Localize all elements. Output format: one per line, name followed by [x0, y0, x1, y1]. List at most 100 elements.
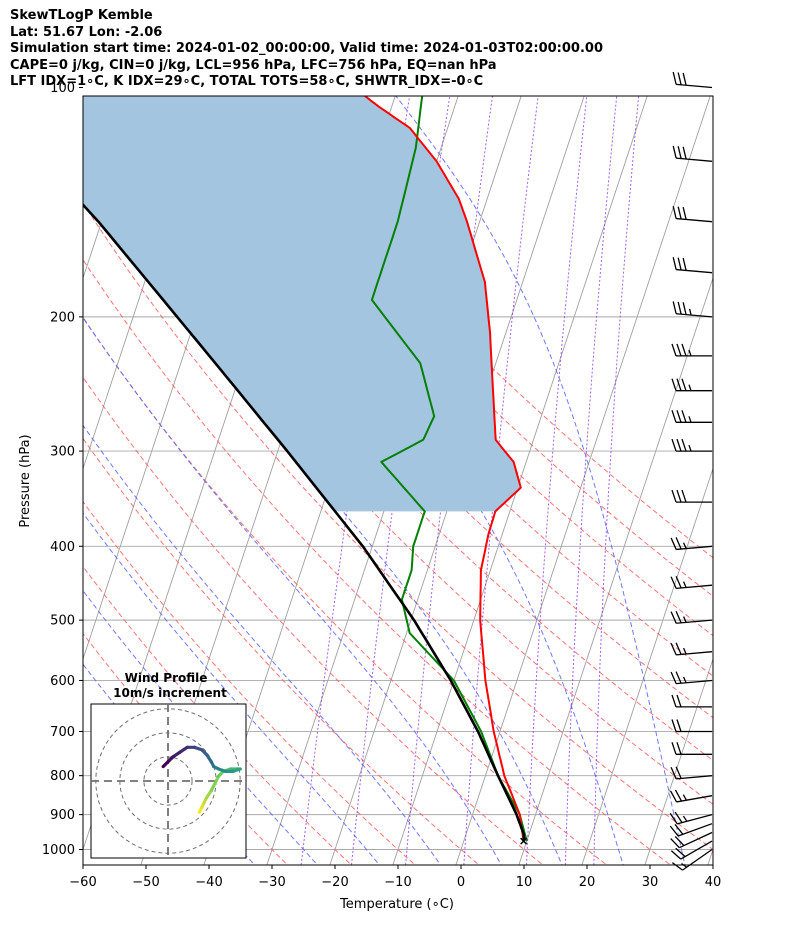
- barb-feather: [674, 811, 683, 823]
- x-tick-label: −10: [384, 875, 411, 890]
- moist-adiabat: [395, 96, 686, 865]
- barb-feather: [672, 301, 677, 314]
- barb-feather: [669, 790, 678, 803]
- barb-shaft: [677, 813, 713, 825]
- y-tick-label: 100: [50, 81, 75, 96]
- barb-half-feather: [682, 616, 687, 623]
- barb-feather: [681, 378, 687, 391]
- isotherm-line: [0, 71, 89, 869]
- barb-half-feather: [682, 815, 688, 822]
- inset-ring: [143, 756, 193, 806]
- barb-half-feather: [682, 676, 687, 684]
- y-tick-label: 500: [50, 614, 75, 629]
- barb-feather: [677, 206, 682, 220]
- isotherm-line: [581, 467, 713, 865]
- isotherm-line: [518, 276, 713, 865]
- barb-feather: [676, 694, 682, 708]
- wind-barb: [669, 823, 713, 837]
- barb-feather: [677, 301, 682, 315]
- parcel-profile-line: [83, 202, 526, 842]
- isotherm-line: [644, 657, 713, 865]
- x-tick-label: 30: [642, 875, 659, 890]
- barb-shaft: [677, 823, 713, 837]
- x-tick-label: −30: [258, 875, 285, 890]
- wind-barb: [671, 343, 712, 357]
- barb-feather: [670, 766, 677, 780]
- barb-shaft: [676, 217, 713, 223]
- wind-barb: [670, 766, 713, 780]
- temperature-line: [363, 96, 525, 842]
- moist-adiabat: [83, 316, 502, 865]
- barb-half-feather: [682, 581, 687, 588]
- x-tick-label: 0: [457, 875, 465, 890]
- barb-feather: [681, 343, 687, 357]
- mixing-ratio-line: [564, 96, 618, 865]
- barb-feather: [670, 642, 677, 656]
- barb-feather: [671, 694, 677, 708]
- mixing-ratio-line: [405, 96, 494, 865]
- wind-barb: [670, 831, 713, 849]
- wind-barb: [672, 257, 713, 274]
- barb-feather: [674, 789, 683, 802]
- barb-feather: [670, 850, 682, 860]
- x-tick-label: −40: [195, 875, 222, 890]
- barb-feather: [674, 835, 685, 847]
- wind-barb: [670, 576, 713, 589]
- barb-feather: [671, 343, 677, 357]
- moist-adiabat: [83, 424, 442, 865]
- barb-feather: [669, 825, 679, 837]
- barb-feather: [682, 302, 687, 315]
- barb-feather: [676, 489, 682, 503]
- barb-shaft: [676, 545, 713, 551]
- moist-adiabat: [83, 589, 319, 865]
- barb-shaft: [676, 795, 713, 803]
- wind-barb: [671, 719, 712, 733]
- barb-feather: [671, 410, 677, 423]
- barb-shaft: [676, 619, 713, 624]
- wind-barb: [669, 789, 713, 803]
- y-axis-label: Pressure (hPa): [18, 434, 33, 527]
- barb-feather: [675, 537, 682, 550]
- station-coords: Lat: 51.67 Lon: -2.06: [10, 24, 163, 40]
- cape-shading: [83, 96, 521, 512]
- barb-feather: [675, 642, 682, 655]
- barb-feather: [672, 206, 677, 219]
- barb-shaft: [676, 313, 713, 318]
- barb-feather: [672, 145, 677, 159]
- y-tick-label: 200: [50, 310, 75, 325]
- axes: −60 −50 −40 −30 −20 −10 0 10 20 30 40 1000 900 800 700…: [42, 81, 721, 890]
- dry-adiabat: [83, 437, 480, 865]
- barb-shaft: [676, 775, 713, 780]
- cape-area: [83, 96, 521, 512]
- barb-feather: [672, 71, 677, 85]
- x-axis-label: Temperature (∘C): [339, 897, 454, 912]
- barb-half-feather: [688, 384, 692, 391]
- barb-feather: [670, 838, 680, 849]
- barb-half-feather: [688, 308, 692, 316]
- x-tick-label: 20: [579, 875, 596, 890]
- parcel-start-marker: [520, 837, 528, 845]
- barb-half-feather: [682, 647, 687, 655]
- simulation-times: Simulation start time: 2024-01-02_00:00:…: [10, 41, 603, 56]
- wind-barb: [671, 438, 712, 452]
- wind-barb: [671, 694, 712, 708]
- wind-barb: [671, 489, 712, 503]
- barb-feather: [671, 378, 677, 391]
- mixing-ratio-line: [593, 96, 640, 865]
- dry-adiabat: [83, 376, 544, 865]
- y-tick-label: 400: [50, 540, 75, 555]
- barb-half-feather: [688, 416, 692, 423]
- barb-feather: [677, 146, 682, 159]
- x-tick-label: 40: [705, 875, 722, 890]
- barb-feather: [670, 671, 677, 684]
- barb-feather: [682, 257, 687, 271]
- barb-feather: [671, 489, 677, 503]
- wind-barb: [671, 378, 712, 392]
- wind-barb: [670, 610, 713, 624]
- dewpoint-line: [370, 96, 528, 842]
- barb-half-feather: [688, 444, 692, 452]
- profile-lines: [83, 96, 528, 845]
- moist-adiabat: [83, 170, 563, 865]
- barb-feather: [671, 862, 683, 871]
- barb-feather: [671, 438, 677, 452]
